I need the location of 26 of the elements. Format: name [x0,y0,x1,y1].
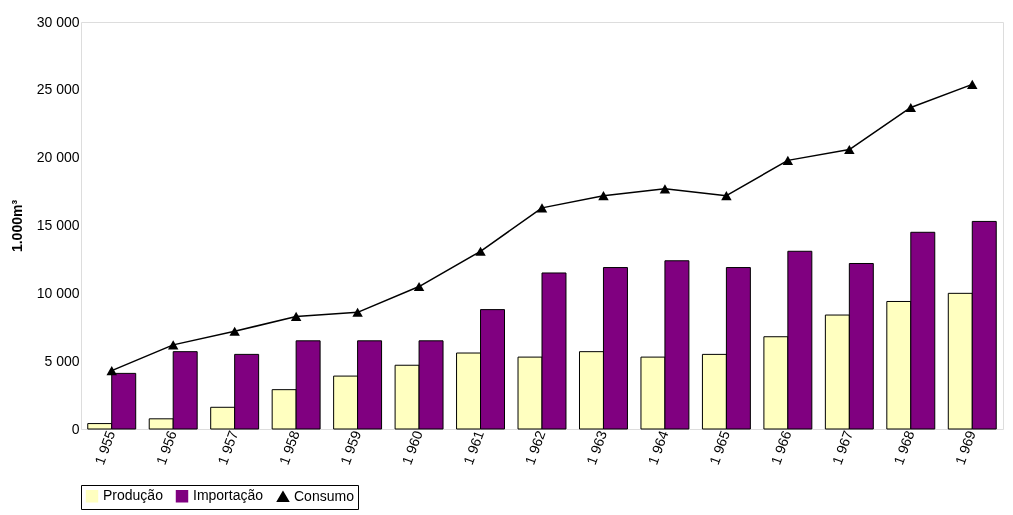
x-tick-label: 1 967 [828,428,856,467]
legend-label: Importação [193,487,264,504]
y-tick-label: 25 000 [36,81,80,98]
y-tick-label: 5 000 [44,352,80,369]
x-tick-label: 1 957 [214,428,242,467]
x-tick-label: 1 969 [951,428,979,467]
x-tick-label: 1 963 [583,428,611,467]
x-tick-label: 1 964 [644,428,672,467]
legend-label: Consumo [294,487,355,504]
x-tick-label: 1 960 [398,428,426,467]
x-tick-label: 1 958 [275,428,303,467]
legend-label: Produção [103,487,164,504]
y-tick-label: 15 000 [36,217,80,233]
y-tick-label: 10 000 [36,284,80,301]
x-tick-label: 1 968 [890,428,918,467]
x-tick-label: 1 965 [705,428,734,467]
x-tick-label: 1 955 [91,428,119,467]
y-tick-label: 0 [71,420,80,437]
y-tick-label: 20 000 [36,149,80,166]
y-axis-title: 1.000m³ [8,199,25,253]
x-tick-label: 1 962 [521,428,549,467]
x-tick-label: 1 959 [337,428,365,467]
y-tick-label: 30 000 [36,13,80,30]
x-tick-label: 1 966 [767,428,795,467]
x-tick-label: 1 961 [460,428,488,467]
x-tick-label: 1 956 [152,428,180,467]
